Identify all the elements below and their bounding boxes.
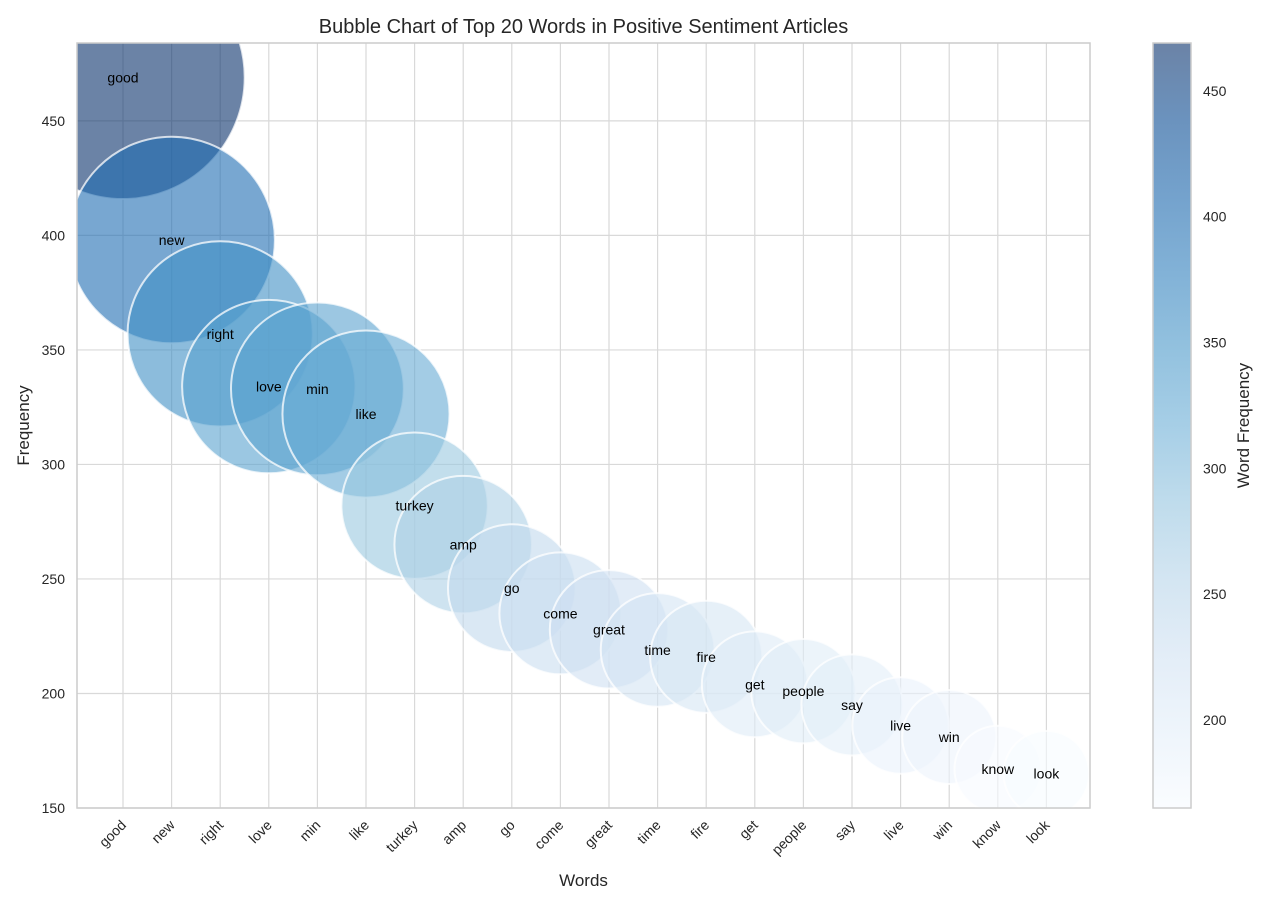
- x-tick-label: new: [148, 816, 178, 846]
- bubble-label-like: like: [355, 406, 376, 422]
- colorbar-tick-label: 200: [1203, 712, 1227, 728]
- bubble-label-amp: amp: [450, 537, 477, 553]
- bubble-label-turkey: turkey: [396, 498, 434, 514]
- x-tick-label: fire: [687, 817, 712, 842]
- y-tick-label: 400: [42, 227, 66, 243]
- y-axis-title: Frequency: [14, 385, 33, 466]
- x-tick-label: live: [881, 817, 907, 843]
- colorbar-tick-label: 250: [1203, 586, 1227, 602]
- bubble-look: [1002, 729, 1090, 808]
- y-tick-label: 450: [42, 113, 66, 129]
- y-axis-ticks: 150 200 250 300 350 400 450: [42, 113, 66, 816]
- colorbar-tick-label: 300: [1203, 460, 1227, 476]
- x-tick-label: go: [496, 817, 518, 839]
- y-tick-label: 250: [42, 571, 66, 587]
- bubble-label-min: min: [306, 381, 329, 397]
- chart-title: Bubble Chart of Top 20 Words in Positive…: [319, 16, 849, 38]
- bubble-labels: good new right love min like turkey amp go comegr…: [107, 69, 1060, 781]
- x-tick-label: people: [768, 817, 809, 858]
- colorbar: 200 250 300 350 400 450: [1152, 42, 1227, 809]
- x-tick-label: time: [634, 817, 664, 847]
- bubble-label-go: go: [504, 580, 520, 596]
- colorbar-tick-label: 350: [1203, 334, 1227, 350]
- bubble-label-look: look: [1034, 766, 1061, 782]
- x-tick-label: great: [581, 817, 615, 851]
- bubble-label-love: love: [256, 379, 282, 395]
- x-tick-label: come: [531, 817, 567, 853]
- bubble-label-people: people: [782, 683, 824, 699]
- x-tick-label: know: [969, 816, 1004, 851]
- x-tick-label: look: [1023, 816, 1053, 846]
- bubble-label-fire: fire: [696, 649, 716, 665]
- bubble-label-new: new: [159, 232, 186, 248]
- y-tick-label: 200: [42, 685, 66, 701]
- y-tick-label: 150: [42, 800, 66, 816]
- y-tick-label: 350: [42, 342, 66, 358]
- bubble-label-come: come: [543, 605, 577, 621]
- x-tick-label: min: [296, 817, 323, 844]
- bubble-label-great: great: [593, 621, 625, 637]
- bubbles: [77, 43, 1090, 808]
- x-tick-label: right: [196, 817, 227, 848]
- x-tick-label: good: [96, 817, 129, 850]
- x-tick-label: love: [245, 817, 275, 847]
- bubble-label-win: win: [938, 729, 960, 745]
- x-axis-ticks: good new right love min like turkey amp go come gr…: [96, 816, 1053, 858]
- bubble-label-right: right: [207, 326, 234, 342]
- bubble-label-good: good: [107, 69, 138, 85]
- colorbar-gradient: [1153, 43, 1191, 808]
- y-tick-label: 300: [42, 456, 66, 472]
- x-tick-label: amp: [439, 817, 470, 848]
- bubble-label-get: get: [745, 676, 765, 692]
- colorbar-title: Word Frequency: [1234, 362, 1253, 488]
- x-tick-label: like: [346, 817, 372, 843]
- colorbar-tick-label: 400: [1203, 209, 1227, 225]
- x-axis-title: Words: [559, 871, 608, 890]
- bubble-label-live: live: [890, 718, 911, 734]
- bubble-label-time: time: [644, 642, 671, 658]
- x-tick-label: win: [928, 817, 955, 844]
- colorbar-tick-label: 450: [1203, 83, 1227, 99]
- x-tick-label: turkey: [382, 817, 420, 855]
- x-tick-label: say: [831, 817, 858, 844]
- x-tick-label: get: [736, 817, 761, 842]
- bubble-label-know: know: [981, 761, 1015, 777]
- bubble-label-say: say: [841, 697, 863, 713]
